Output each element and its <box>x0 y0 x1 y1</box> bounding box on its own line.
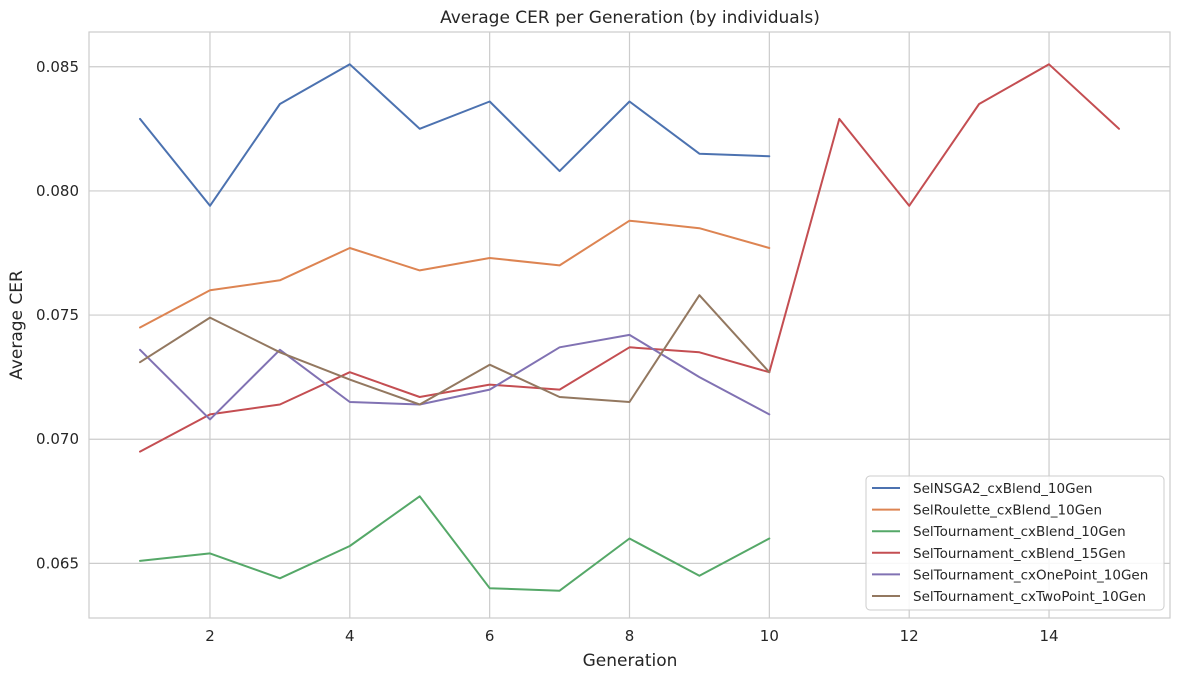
y-tick-label: 0.065 <box>36 554 79 572</box>
x-tick-label: 12 <box>900 627 919 645</box>
x-axis-label: Generation <box>583 651 678 671</box>
series-line-SelRoulette_cxBlend_10Gen <box>139 219 771 329</box>
y-tick-label: 0.070 <box>36 430 79 448</box>
series-line-SelTournament_cxBlend_15Gen <box>139 63 1120 453</box>
x-tick-label: 2 <box>205 627 215 645</box>
y-tick-label: 0.085 <box>36 58 79 76</box>
x-tick-label: 8 <box>625 627 635 645</box>
legend: SelNSGA2_cxBlend_10Gen SelRoulette_cxBlen… <box>865 475 1165 611</box>
legend-label: SelTournament_cxBlend_10Gen <box>913 524 1126 540</box>
chart-title: Average CER per Generation (by individua… <box>440 8 820 28</box>
tick-labels: 2 4 6 8 10 12 14 0.065 0.070 0.075 0.080 0.085 <box>36 58 1059 645</box>
y-axis-label: Average CER <box>7 270 27 380</box>
series-line-SelTournament_cxBlend_10Gen <box>139 495 771 592</box>
y-tick-label: 0.080 <box>36 182 79 200</box>
legend-label: SelTournament_cxTwoPoint_10Gen <box>913 589 1146 605</box>
legend-label: SelTournament_cxBlend_15Gen <box>913 546 1126 562</box>
series-lines <box>139 63 1120 592</box>
legend-label: SelNSGA2_cxBlend_10Gen <box>913 481 1092 497</box>
x-tick-label: 4 <box>345 627 355 645</box>
legend-label: SelRoulette_cxBlend_10Gen <box>913 503 1102 519</box>
x-tick-label: 14 <box>1039 627 1058 645</box>
legend-box <box>865 475 1165 611</box>
series-line-SelTournament_cxTwoPoint_10Gen <box>139 294 771 406</box>
y-tick-label: 0.075 <box>36 306 79 324</box>
series-line-SelNSGA2_cxBlend_10Gen <box>139 63 771 207</box>
x-tick-label: 6 <box>485 627 495 645</box>
legend-label: SelTournament_cxOnePoint_10Gen <box>913 567 1148 583</box>
x-tick-label: 10 <box>760 627 779 645</box>
series-line-SelTournament_cxOnePoint_10Gen <box>139 333 771 421</box>
